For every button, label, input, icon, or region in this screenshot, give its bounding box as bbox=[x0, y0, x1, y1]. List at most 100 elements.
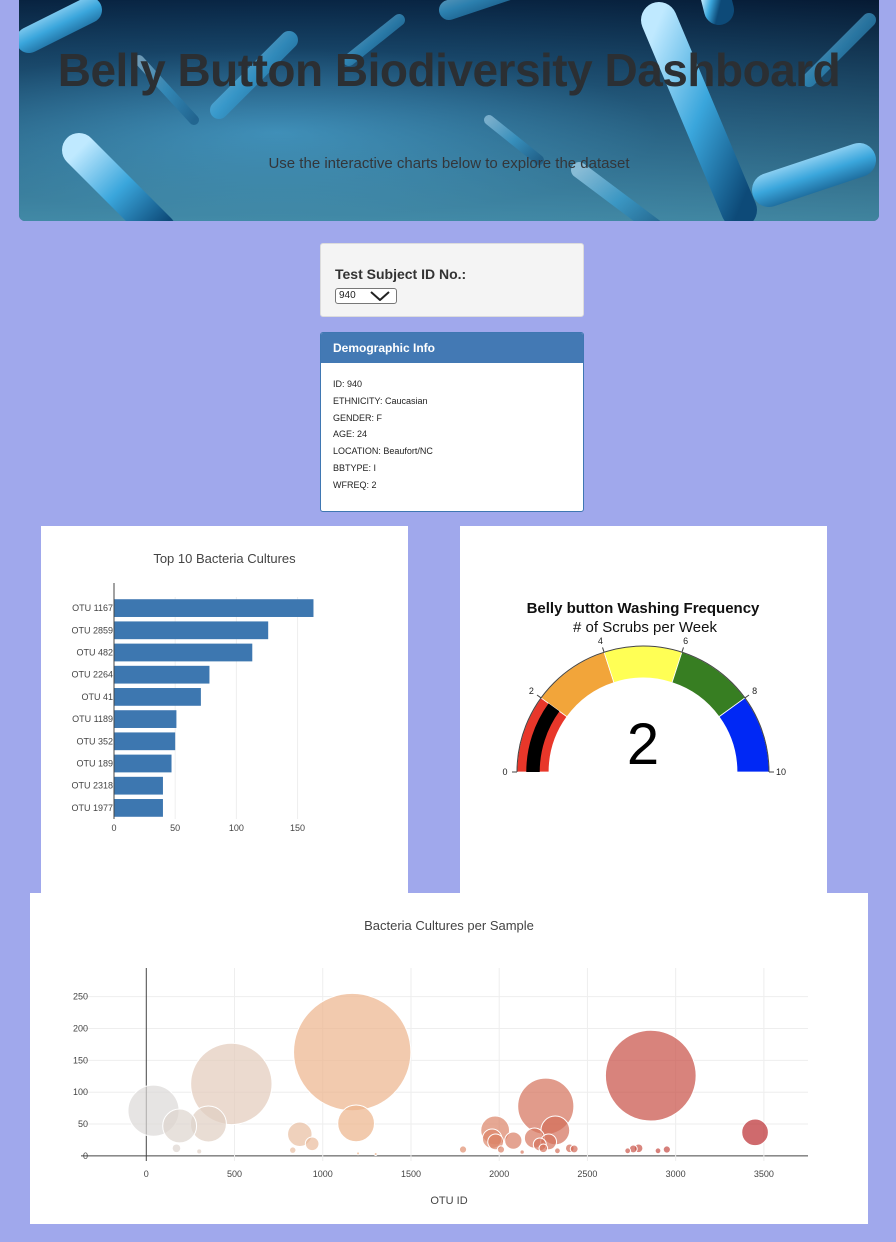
bubble-point bbox=[569, 1144, 579, 1154]
page-title: Belly Button Biodiversity Dashboard bbox=[57, 44, 841, 96]
demographic-info-panel: Demographic Info ID: 940 ETHNICITY: Cauc… bbox=[320, 332, 584, 512]
bar-y-tick-label: OTU 2859 bbox=[71, 625, 113, 635]
bubble-x-tick-label: 3500 bbox=[754, 1169, 774, 1179]
gauge-tick bbox=[744, 694, 750, 699]
gauge-subtitle: # of Scrubs per Week bbox=[573, 619, 717, 636]
bubble-point bbox=[496, 1145, 506, 1154]
bar bbox=[114, 732, 176, 751]
bubble-point bbox=[741, 1118, 769, 1147]
bubble-point bbox=[458, 1145, 468, 1154]
bubble-point bbox=[519, 1149, 525, 1155]
bubble-point bbox=[554, 1147, 561, 1155]
page-subtitle: Use the interactive charts below to expl… bbox=[268, 155, 630, 172]
bar-y-tick-label: OTU 1189 bbox=[72, 714, 113, 724]
bubble-x-tick-label: 500 bbox=[227, 1169, 242, 1179]
demo-row-ethnicity: ETHNICITY: Caucasian bbox=[333, 395, 428, 406]
bar bbox=[114, 643, 253, 662]
subject-selector-panel: Test Subject ID No.: 940 bbox=[320, 243, 584, 317]
bar-y-tick-label: OTU 482 bbox=[76, 648, 113, 658]
bubble-x-tick-label: 2500 bbox=[577, 1169, 597, 1179]
bubble-point bbox=[293, 992, 412, 1112]
bar-chart-title: Top 10 Bacteria Cultures bbox=[153, 551, 296, 566]
gauge-tick-label: 8 bbox=[752, 686, 757, 696]
gauge-value-bar bbox=[526, 703, 560, 772]
gauge-value-number: 2 bbox=[627, 712, 659, 777]
bar bbox=[114, 754, 172, 773]
gauge-tick-label: 6 bbox=[683, 636, 688, 646]
bubble-point bbox=[624, 1147, 632, 1155]
demographic-info-title: Demographic Info bbox=[321, 333, 583, 363]
bubble-x-tick-label: 1000 bbox=[313, 1169, 333, 1179]
gauge-tick bbox=[536, 694, 542, 699]
gauge-tick-label: 10 bbox=[776, 767, 786, 777]
bubble-chart-card: Bacteria Cultures per Sample OTU ID 0 50 1… bbox=[30, 893, 868, 1224]
demo-row-gender: GENDER: F bbox=[333, 412, 383, 423]
bar-x-tick-label: 100 bbox=[229, 823, 244, 833]
bubble-x-tick-label: 0 bbox=[144, 1169, 149, 1179]
demo-row-age: AGE: 24 bbox=[333, 429, 368, 440]
bubble-y-tick-label: 250 bbox=[73, 992, 88, 1002]
gauge-step-segment bbox=[603, 645, 683, 684]
gauge-tick bbox=[681, 647, 684, 653]
bubble-x-tick-label: 3000 bbox=[666, 1169, 686, 1179]
bar-chart-card: Top 10 Bacteria Cultures 0 50 100 150 OTU 11… bbox=[41, 526, 408, 893]
bubble-point bbox=[289, 1146, 297, 1154]
gauge-chart: Belly button Washing Frequency # of Scru… bbox=[502, 600, 786, 777]
bar-x-tick-label: 150 bbox=[290, 823, 305, 833]
bubble-point bbox=[162, 1108, 198, 1144]
chevron-down-icon bbox=[370, 291, 390, 301]
bubble-chart: Bacteria Cultures per Sample OTU ID 0 50 1… bbox=[73, 918, 808, 1207]
bubble-point bbox=[171, 1143, 182, 1154]
bubble-point bbox=[504, 1131, 523, 1150]
bubble-point bbox=[538, 1143, 549, 1154]
bar-chart: Top 10 Bacteria Cultures 0 50 100 150 OTU 11… bbox=[71, 551, 314, 833]
demographic-info-body: ID: 940 ETHNICITY: Caucasian GENDER: F A… bbox=[321, 363, 583, 511]
bar bbox=[114, 688, 201, 706]
bar bbox=[114, 599, 314, 617]
bubble-y-tick-label: 200 bbox=[73, 1024, 88, 1034]
bubble-point bbox=[373, 1151, 378, 1156]
bubble-chart-title: Bacteria Cultures per Sample bbox=[364, 918, 534, 933]
gauge-tick-label: 0 bbox=[502, 767, 507, 777]
subject-id-dropdown[interactable]: 940 bbox=[335, 288, 397, 304]
subject-id-selected-value: 940 bbox=[339, 290, 356, 301]
demo-row-id: ID: 940 bbox=[333, 379, 363, 389]
bubble-point bbox=[604, 1029, 697, 1122]
bubble-point bbox=[662, 1145, 671, 1154]
bubble-point bbox=[356, 1151, 361, 1156]
bar-y-tick-label: OTU 1977 bbox=[71, 803, 113, 813]
header-banner: Belly Button Biodiversity Dashboard Use … bbox=[19, 0, 879, 221]
demo-row-location: LOCATION: Beaufort/NC bbox=[333, 446, 433, 457]
bar-x-tick-label: 0 bbox=[111, 823, 116, 833]
bubble-point bbox=[304, 1136, 320, 1152]
gauge-tick-label: 4 bbox=[598, 636, 603, 646]
bar bbox=[114, 665, 210, 684]
bubble-y-tick-label: 0 bbox=[83, 1151, 88, 1161]
bar bbox=[114, 621, 269, 640]
bar-y-tick-label: OTU 352 bbox=[76, 736, 113, 746]
bubble-point bbox=[196, 1148, 203, 1155]
bar-y-tick-label: OTU 2318 bbox=[71, 781, 113, 791]
bubble-x-axis-label: OTU ID bbox=[430, 1195, 467, 1207]
bar bbox=[114, 776, 163, 795]
bar-y-tick-label: OTU 189 bbox=[76, 759, 113, 769]
bubble-x-tick-label: 2000 bbox=[489, 1169, 509, 1179]
bar-x-tick-label: 50 bbox=[170, 823, 180, 833]
subject-id-label: Test Subject ID No.: bbox=[335, 266, 467, 282]
bubble-point bbox=[190, 1042, 273, 1126]
bubble-point bbox=[337, 1104, 375, 1143]
gauge-tick bbox=[602, 647, 605, 653]
demo-row-wfreq: WFREQ: 2 bbox=[333, 479, 377, 490]
gauge-chart-card: Belly button Washing Frequency # of Scru… bbox=[460, 526, 827, 893]
gauge-title: Belly button Washing Frequency bbox=[527, 600, 760, 617]
gauge-tick-label: 2 bbox=[529, 686, 534, 696]
bar-y-tick-label: OTU 2264 bbox=[71, 670, 113, 680]
bubble-y-tick-label: 50 bbox=[78, 1119, 88, 1129]
bar-y-tick-label: OTU 41 bbox=[81, 692, 113, 702]
bubble-point bbox=[654, 1147, 662, 1155]
bubble-y-tick-label: 100 bbox=[73, 1087, 88, 1097]
demo-row-bbtype: BBTYPE: I bbox=[333, 462, 377, 473]
bar bbox=[114, 799, 163, 817]
bubble-x-tick-label: 1500 bbox=[401, 1169, 421, 1179]
bar-y-tick-label: OTU 1167 bbox=[72, 603, 113, 613]
